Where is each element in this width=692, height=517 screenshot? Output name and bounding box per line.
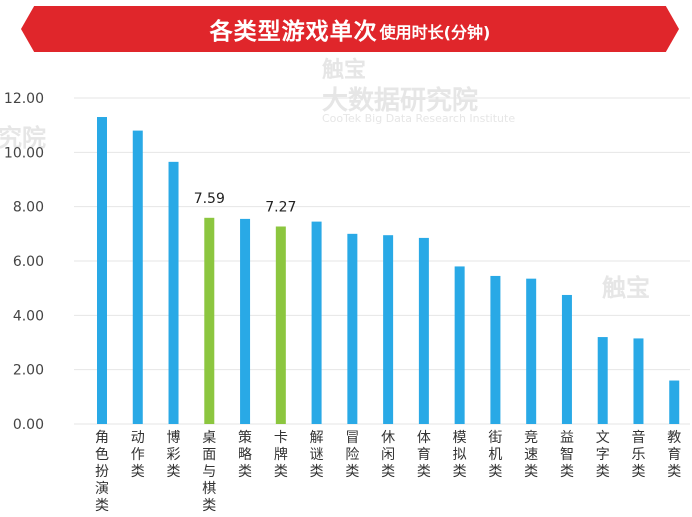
- bar: [526, 278, 537, 424]
- x-tick-label: 冒: [345, 430, 359, 446]
- y-tick-label: 4.00: [13, 308, 44, 324]
- y-tick-label: 8.00: [13, 200, 44, 216]
- x-tick-label: 略: [238, 447, 252, 463]
- x-tick-label: 拟: [453, 447, 467, 463]
- x-tick-label: 牌: [274, 446, 288, 463]
- x-tick-label: 类: [381, 464, 395, 480]
- x-tick-label: 速: [524, 447, 538, 463]
- x-tick-label: 桌: [202, 430, 216, 446]
- x-tick-label: 体: [417, 430, 431, 446]
- bar: [204, 217, 215, 424]
- x-tick-label: 机: [488, 447, 502, 463]
- title-banner: 各类型游戏单次 使用时长(分钟): [21, 6, 679, 52]
- x-tick-label: 育: [667, 447, 681, 463]
- bar: [418, 237, 429, 424]
- bar: [132, 130, 143, 424]
- x-tick-label: 类: [560, 464, 574, 480]
- x-tick-label: 类: [238, 464, 252, 480]
- x-tick-label: 解: [310, 430, 324, 446]
- x-tick-label: 益: [560, 430, 574, 446]
- x-tick-label: 类: [345, 464, 359, 480]
- x-tick-label: 棋: [202, 481, 216, 497]
- x-tick-label: 字: [596, 447, 610, 463]
- bar: [311, 221, 322, 424]
- bar: [240, 218, 251, 424]
- x-tick-label: 文: [596, 430, 610, 446]
- x-tick-label: 与: [202, 464, 216, 480]
- x-tick-label: 类: [274, 464, 288, 480]
- bar: [97, 117, 107, 425]
- bar: [275, 226, 286, 424]
- bar: [454, 266, 465, 424]
- x-tick-label: 街: [488, 430, 502, 446]
- bar: [490, 275, 501, 424]
- bar: [383, 235, 394, 424]
- bar: [633, 338, 644, 424]
- y-tick-label: 10.00: [4, 145, 44, 161]
- bar: [597, 337, 608, 424]
- x-tick-label: 角: [95, 430, 109, 446]
- data-label: 7.59: [194, 191, 225, 207]
- x-tick-label: 教: [667, 430, 681, 446]
- x-tick-label: 智: [560, 447, 574, 463]
- x-tick-label: 音: [631, 429, 645, 446]
- chart-subtitle: 使用时长(分钟): [379, 22, 491, 42]
- bar: [347, 233, 358, 424]
- y-tick-label: 6.00: [13, 254, 44, 270]
- bar: [561, 294, 572, 424]
- x-tick-label: 模: [453, 430, 467, 446]
- y-tick-label: 2.00: [13, 363, 44, 379]
- x-tick-label: 彩: [167, 447, 181, 463]
- x-tick-label: 竞: [524, 429, 538, 446]
- x-tick-label: 扮: [95, 464, 109, 480]
- x-tick-label: 类: [488, 464, 502, 480]
- bar: [168, 161, 179, 424]
- x-tick-label: 类: [95, 498, 109, 514]
- bar: [669, 380, 680, 424]
- x-tick-label: 类: [202, 498, 216, 514]
- x-tick-label: 类: [667, 464, 681, 480]
- x-tick-label: 类: [453, 464, 467, 480]
- x-tick-label: 类: [131, 464, 145, 480]
- x-tick-label: 险: [345, 447, 359, 463]
- x-tick-label: 策: [238, 429, 252, 446]
- x-tick-label: 乐: [631, 447, 645, 463]
- x-tick-label: 博: [167, 429, 181, 446]
- data-label: 7.27: [265, 199, 296, 215]
- y-tick-label: 12.00: [4, 91, 44, 107]
- x-tick-label: 演: [95, 481, 109, 497]
- x-tick-label: 类: [596, 464, 610, 480]
- x-tick-label: 色: [95, 446, 109, 463]
- x-tick-label: 休: [381, 430, 395, 446]
- x-tick-label: 动: [131, 430, 145, 446]
- x-tick-label: 类: [310, 464, 324, 480]
- x-tick-label: 闲: [381, 447, 395, 463]
- x-tick-label: 谜: [310, 447, 324, 463]
- x-tick-label: 类: [631, 464, 645, 480]
- x-tick-label: 类: [417, 464, 431, 480]
- chart-title: 各类型游戏单次: [209, 19, 378, 45]
- x-tick-label: 卡: [274, 430, 288, 446]
- x-tick-label: 类: [167, 464, 181, 480]
- y-tick-label: 0.00: [13, 417, 44, 433]
- x-tick-label: 作: [131, 447, 145, 463]
- x-tick-label: 类: [524, 464, 538, 480]
- x-tick-label: 育: [417, 447, 431, 463]
- x-tick-label: 面: [202, 447, 216, 463]
